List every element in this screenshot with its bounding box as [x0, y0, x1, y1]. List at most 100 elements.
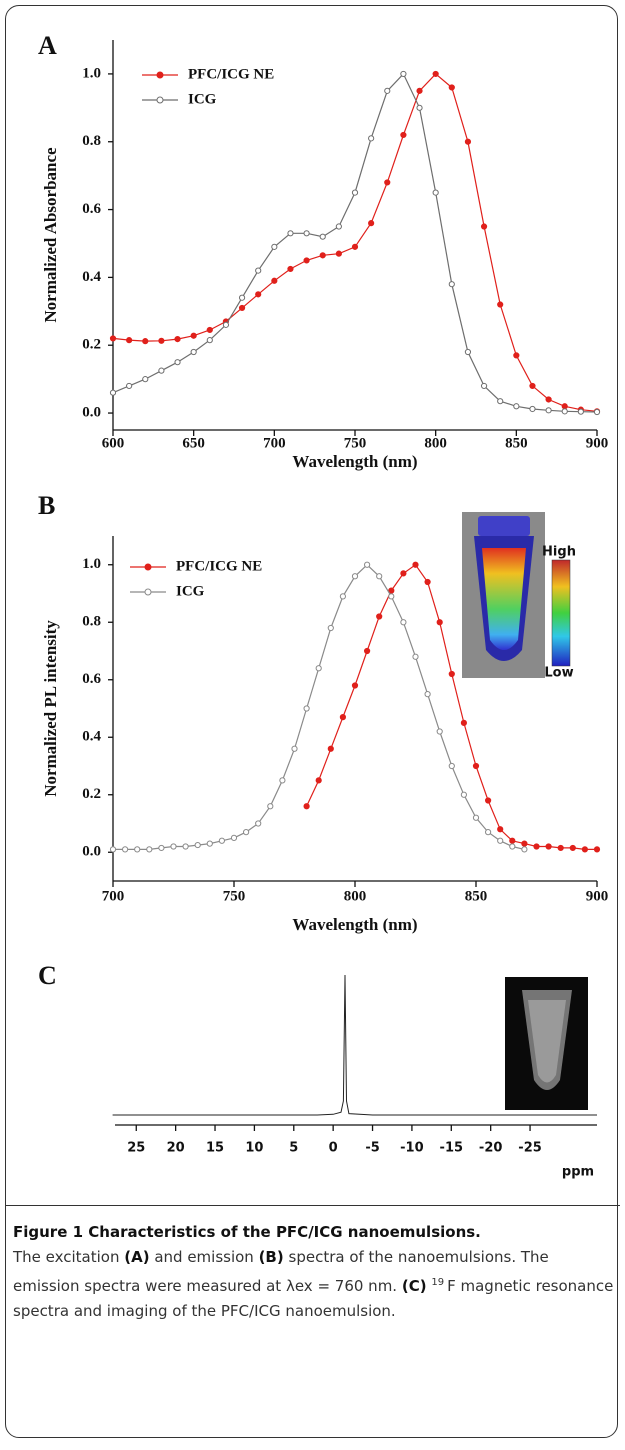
x-tick-label: 900 [586, 888, 609, 904]
data-point [412, 653, 419, 660]
panel-label: B [38, 491, 55, 520]
data-point [267, 803, 274, 810]
data-point [126, 337, 133, 344]
data-point [218, 837, 225, 844]
data-point [287, 230, 294, 237]
data-point [436, 619, 443, 626]
data-point [561, 403, 568, 410]
y-tick-label: 1.0 [82, 556, 101, 572]
data-point [545, 396, 552, 403]
data-point [327, 624, 334, 632]
data-point [529, 405, 536, 413]
y-tick-label: 0.6 [82, 671, 101, 687]
x-tick-label: 10 [245, 1141, 263, 1156]
caption-part: spectra of the nanoemulsions. The emissi… [13, 1248, 549, 1295]
series-line [112, 974, 597, 1116]
data-point [485, 829, 492, 836]
y-tick-label: 0.4 [82, 729, 101, 745]
data-point [416, 87, 423, 94]
data-point [533, 843, 540, 850]
caption: Figure 1 Characteristics of the PFC/ICG … [13, 1220, 615, 1324]
caption-ref: (A) [124, 1248, 150, 1266]
data-point [416, 104, 423, 111]
caption-title: Figure 1 Characteristics of the PFC/ICG … [13, 1223, 481, 1241]
data-point [448, 762, 455, 770]
data-point [351, 573, 359, 580]
data-point [432, 70, 439, 78]
data-point [230, 834, 238, 841]
data-point [243, 829, 250, 836]
data-point [436, 728, 443, 735]
data-point [521, 840, 528, 847]
data-point [545, 407, 552, 414]
data-point [384, 87, 391, 94]
data-point [174, 336, 181, 343]
caption-part: F magnetic resonance spectra and imaging… [13, 1277, 614, 1320]
x-tick-label: -15 [440, 1141, 464, 1156]
x-tick-label: -5 [365, 1141, 379, 1156]
data-point [206, 337, 213, 344]
data-point [190, 348, 197, 356]
x-axis-title: ppm [562, 1165, 594, 1180]
x-tick-label: 700 [102, 888, 125, 904]
data-point [464, 348, 472, 356]
data-point [315, 665, 322, 672]
data-point [238, 294, 246, 301]
x-tick-label: 850 [465, 888, 488, 904]
data-point [335, 223, 342, 230]
data-point [327, 745, 334, 752]
x-tick-label: 700 [263, 435, 286, 451]
panel-label: C [38, 961, 57, 990]
data-point [255, 291, 262, 298]
x-axis-title: Wavelength (nm) [292, 452, 417, 471]
data-point [190, 332, 197, 339]
x-tick-label: 850 [505, 435, 528, 451]
data-point [351, 189, 359, 196]
data-point [448, 84, 455, 91]
data-point [291, 745, 298, 752]
data-point [581, 846, 589, 853]
data-point [400, 131, 407, 139]
legend-label: PFC/ICG NE [188, 66, 274, 82]
data-point [569, 844, 576, 852]
y-tick-label: 1.0 [82, 65, 101, 81]
data-point [319, 252, 326, 259]
data-point [271, 243, 278, 250]
data-point [460, 719, 467, 726]
data-point [368, 135, 375, 142]
figure-frame [5, 5, 618, 1438]
caption-part: and emission [149, 1248, 259, 1266]
data-point [448, 670, 455, 678]
data-point [287, 265, 294, 273]
data-point [509, 843, 516, 850]
data-point [255, 267, 262, 274]
legend-marker [156, 96, 164, 104]
data-point [122, 846, 129, 853]
data-point [206, 840, 213, 847]
data-point [497, 301, 504, 308]
data-point [206, 326, 213, 334]
data-point [109, 389, 117, 396]
data-point [577, 408, 584, 415]
data-point [376, 573, 383, 580]
x-tick-label: -10 [400, 1141, 424, 1156]
x-tick-label: 650 [182, 435, 205, 451]
legend-label: ICG [176, 583, 205, 599]
data-point [472, 762, 480, 770]
data-point [557, 844, 564, 852]
data-point [545, 843, 552, 850]
legend-marker [144, 588, 152, 596]
data-point [109, 335, 117, 342]
x-tick-label: 750 [344, 435, 367, 451]
data-point [400, 570, 407, 577]
data-point [593, 408, 601, 416]
data-point [271, 277, 278, 284]
data-point [424, 578, 431, 586]
y-tick-label: 0.4 [82, 269, 101, 285]
series-line [112, 73, 598, 412]
data-point [303, 803, 310, 810]
data-point [351, 682, 359, 689]
data-point [400, 70, 407, 78]
data-point [174, 359, 181, 366]
